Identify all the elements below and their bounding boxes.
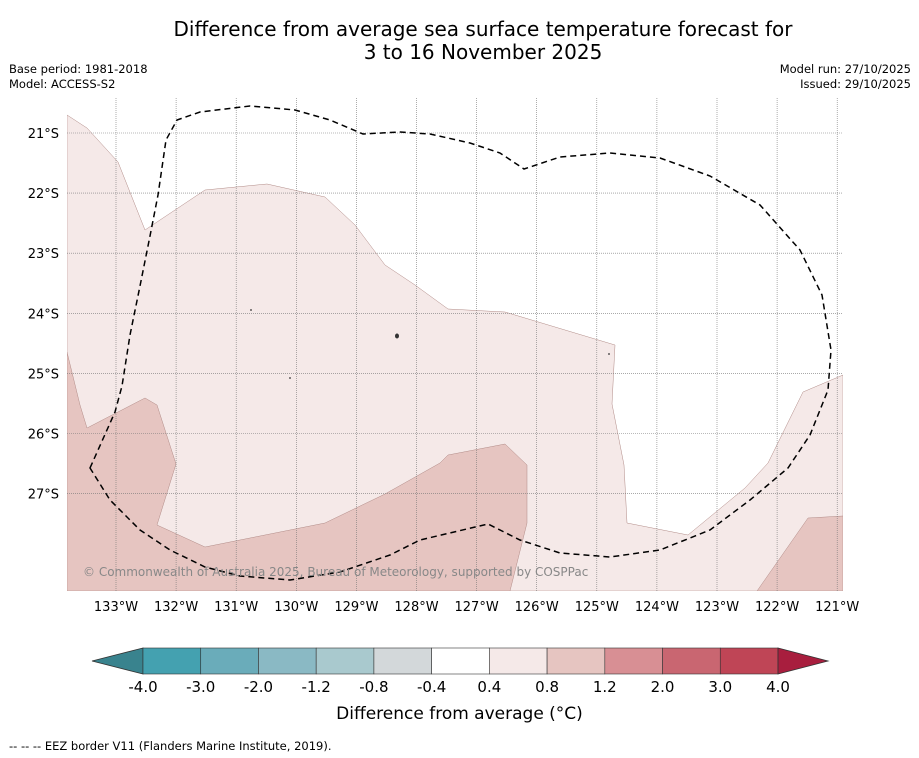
colorbar-tick-label: 1.2 [593, 678, 617, 696]
lon-label: 131°W [214, 600, 258, 615]
lon-label: 132°W [154, 600, 198, 615]
lat-label: 25°S [28, 367, 59, 382]
model-name: Model: ACCESS-S2 [9, 77, 116, 91]
colorbar-segments [91, 647, 830, 675]
title-line-2: 3 to 16 November 2025 [363, 40, 603, 64]
colorbar-segment [373, 647, 432, 675]
colorbar-ticks: -4.0 -3.0 -2.0 -1.2 -0.8 -0.4 0.4 0.8 1.2 2.0 3.0 4… [128, 678, 790, 696]
lat-label: 26°S [28, 428, 59, 443]
colorbar-segment [546, 647, 606, 675]
lat-label: 21°S [28, 127, 59, 142]
colorbar-tick-label: -0.4 [417, 678, 446, 696]
lon-label: 121°W [815, 600, 859, 615]
lon-labels: 133°W 132°W 131°W 130°W 129°W 128°W 127°W 126°W… [94, 600, 860, 615]
lat-label: 24°S [28, 307, 59, 322]
colorbar-tick-label: 0.8 [535, 678, 559, 696]
lon-label: 123°W [695, 600, 739, 615]
lat-labels: 21°S 22°S 23°S 24°S 25°S 26°S 27°S [28, 127, 59, 503]
meta-left: Base period: 1981-2018 Model: ACCESS-S2 [9, 62, 148, 92]
colorbar-tick-label: 3.0 [708, 678, 732, 696]
model-run: Model run: 27/10/2025 [779, 62, 911, 76]
lon-label: 124°W [635, 600, 679, 615]
island-marker [395, 333, 399, 339]
island-marker [608, 353, 610, 355]
colorbar-tick-label: -2.0 [244, 678, 273, 696]
lon-label: 127°W [455, 600, 499, 615]
base-period: Base period: 1981-2018 [9, 62, 148, 76]
colorbar-label: Difference from average (°C) [336, 704, 583, 724]
colorbar-segment [604, 647, 663, 675]
lon-label: 125°W [575, 600, 619, 615]
lat-label: 23°S [28, 247, 59, 262]
island-marker [289, 377, 291, 379]
colorbar-segment [431, 647, 490, 675]
lon-label: 126°W [515, 600, 559, 615]
colorbar-extend-low [91, 647, 144, 675]
lon-label: 130°W [274, 600, 318, 615]
eez-legend-footnote: -- -- -- EEZ border V11 (Flanders Marine… [9, 739, 332, 753]
anomaly-region-mid-left [67, 351, 528, 591]
colorbar-tick-label: -4.0 [128, 678, 157, 696]
lon-label: 129°W [334, 600, 378, 615]
colorbar-tick-label: 2.0 [651, 678, 675, 696]
colorbar-extend-high [777, 647, 830, 675]
island-marker [250, 309, 252, 311]
lon-label: 122°W [755, 600, 799, 615]
chart-title: Difference from average sea surface temp… [0, 18, 919, 64]
colorbar-segment [258, 647, 317, 675]
colorbar-segment [489, 647, 548, 675]
lat-label: 27°S [28, 488, 59, 503]
gridlines [67, 98, 843, 591]
meta-right: Model run: 27/10/2025 Issued: 29/10/2025 [780, 62, 911, 92]
colorbar-tick-label: 4.0 [766, 678, 790, 696]
colorbar-segment [662, 647, 721, 675]
issued-date: Issued: 29/10/2025 [800, 77, 911, 91]
copyright-notice: © Commonwealth of Australia 2025, Bureau… [83, 565, 589, 579]
lon-label: 133°W [94, 600, 138, 615]
colorbar-segment [719, 647, 779, 675]
lat-label: 22°S [28, 187, 59, 202]
colorbar-tick-label: -1.2 [302, 678, 331, 696]
colorbar-tick-label: 0.4 [477, 678, 501, 696]
eez-border [89, 105, 832, 581]
title-line-1: Difference from average sea surface temp… [173, 17, 793, 41]
lon-label: 128°W [394, 600, 438, 615]
sst-anomaly-map: 21°S22°S23°S24°S25°S26°S27°S 133°W 132°W 1… [28, 98, 860, 615]
colorbar-segment [315, 647, 375, 675]
anomaly-region-light [67, 114, 843, 591]
map-fills [67, 114, 843, 591]
colorbar-segment [142, 647, 202, 675]
colorbar: -4.0 -3.0 -2.0 -1.2 -0.8 -0.4 0.4 0.8 1.2 2.0 3.0 4… [91, 647, 830, 696]
colorbar-tick-label: -0.8 [359, 678, 388, 696]
anomaly-region-mid-right [756, 515, 843, 591]
colorbar-tick-label: -3.0 [186, 678, 215, 696]
colorbar-segment [200, 647, 259, 675]
